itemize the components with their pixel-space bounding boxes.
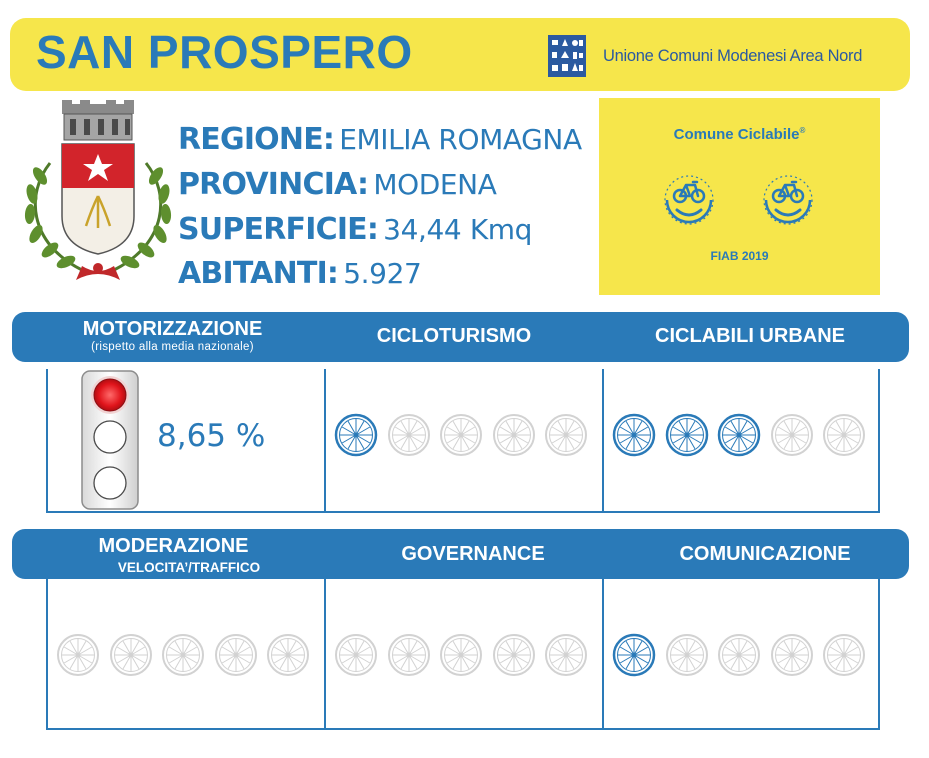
panel-bottom-border bbox=[46, 511, 880, 513]
comune-ciclabile-badge: Comune Ciclabile® FIAB 2019 bbox=[599, 98, 880, 295]
panel-bottom-border bbox=[46, 728, 880, 730]
panel-divider bbox=[324, 369, 326, 513]
bicycle-wheel-icon bbox=[334, 633, 378, 677]
union-name: Unione Comuni Modenesi Area Nord bbox=[603, 47, 863, 65]
bicycle-wheel-icon bbox=[439, 413, 483, 457]
panel-border bbox=[878, 369, 880, 513]
bicycle-wheel-icon bbox=[387, 413, 431, 457]
panel-divider bbox=[602, 579, 604, 729]
coat-of-arms-icon bbox=[24, 100, 172, 280]
bicycle-wheel-icon bbox=[492, 633, 536, 677]
indicator-bar-bottom bbox=[12, 529, 909, 579]
comunicazione-label: COMUNICAZIONE bbox=[679, 543, 851, 565]
bicycle-wheel-icon bbox=[544, 633, 588, 677]
panel-border bbox=[46, 369, 48, 513]
bicycle-wheel-icon bbox=[387, 633, 431, 677]
provincia-label: PROVINCIA: bbox=[178, 167, 369, 202]
ciclabili-urbane-label: CICLABILI URBANE bbox=[655, 325, 845, 347]
bicycle-wheel-icon bbox=[665, 413, 709, 457]
motorizzazione-label: MOTORIZZAZIONE bbox=[82, 318, 263, 340]
bicycle-wheel-icon bbox=[214, 633, 258, 677]
superficie-label: SUPERFICIE: bbox=[178, 212, 379, 247]
bicycle-wheel-icon bbox=[612, 633, 656, 677]
bicycle-wheel-icon bbox=[717, 413, 761, 457]
badge-year: FIAB 2019 bbox=[710, 249, 769, 263]
moderazione-sublabel: VELOCITA’/TRAFFICO bbox=[117, 560, 261, 575]
moderazione-label: MODERAZIONE bbox=[98, 535, 249, 557]
bicycle-wheel-icon bbox=[822, 633, 866, 677]
bicycle-wheel-icon bbox=[266, 633, 310, 677]
bicycle-wheel-icon bbox=[109, 633, 153, 677]
provincia-value: MODENA bbox=[373, 168, 497, 201]
bicycle-wheel-icon bbox=[822, 413, 866, 457]
bicycle-wheel-icon bbox=[544, 413, 588, 457]
regione-value: EMILIA ROMAGNA bbox=[339, 123, 582, 156]
bicycle-wheel-icon bbox=[161, 633, 205, 677]
bicycle-wheel-icon bbox=[492, 413, 536, 457]
info-provincia: PROVINCIA: MODENA bbox=[178, 164, 497, 206]
town-name: SAN PROSPERO bbox=[36, 26, 413, 78]
regione-label: REGIONE: bbox=[178, 122, 335, 157]
bicycle-wheel-icon bbox=[612, 413, 656, 457]
panel-divider bbox=[324, 579, 326, 729]
traffic-light-icon bbox=[81, 370, 139, 510]
badge-title: Comune Ciclabile® bbox=[673, 126, 806, 143]
motorizzazione-sublabel: (rispetto alla media nazionale) bbox=[91, 341, 254, 353]
panel-border bbox=[46, 579, 48, 729]
panel-divider bbox=[602, 369, 604, 513]
smiling-bicycle-icon bbox=[659, 170, 719, 230]
superficie-value: 34,44 Kmq bbox=[383, 213, 533, 246]
abitanti-value: 5.927 bbox=[343, 257, 422, 290]
bicycle-wheel-icon bbox=[665, 633, 709, 677]
info-superficie: SUPERFICIE: 34,44 Kmq bbox=[178, 209, 532, 251]
union-logo-icon bbox=[548, 35, 586, 77]
panel-border bbox=[878, 579, 880, 729]
bicycle-wheel-icon bbox=[439, 633, 483, 677]
smiling-bicycle-icon bbox=[758, 170, 818, 230]
header-banner bbox=[10, 18, 910, 91]
info-regione: REGIONE: EMILIA ROMAGNA bbox=[178, 119, 582, 161]
bicycle-wheel-icon bbox=[334, 413, 378, 457]
bicycle-wheel-icon bbox=[770, 633, 814, 677]
cicloturismo-label: CICLOTURISMO bbox=[376, 325, 532, 347]
bicycle-wheel-icon bbox=[56, 633, 100, 677]
bicycle-wheel-icon bbox=[717, 633, 761, 677]
abitanti-label: ABITANTI: bbox=[178, 256, 339, 291]
indicator-bar-top bbox=[12, 312, 909, 362]
motorizzazione-value: 8,65 % bbox=[157, 418, 266, 454]
info-abitanti: ABITANTI: 5.927 bbox=[178, 253, 422, 295]
bicycle-wheel-icon bbox=[770, 413, 814, 457]
governance-label: GOVERNANCE bbox=[401, 543, 545, 565]
